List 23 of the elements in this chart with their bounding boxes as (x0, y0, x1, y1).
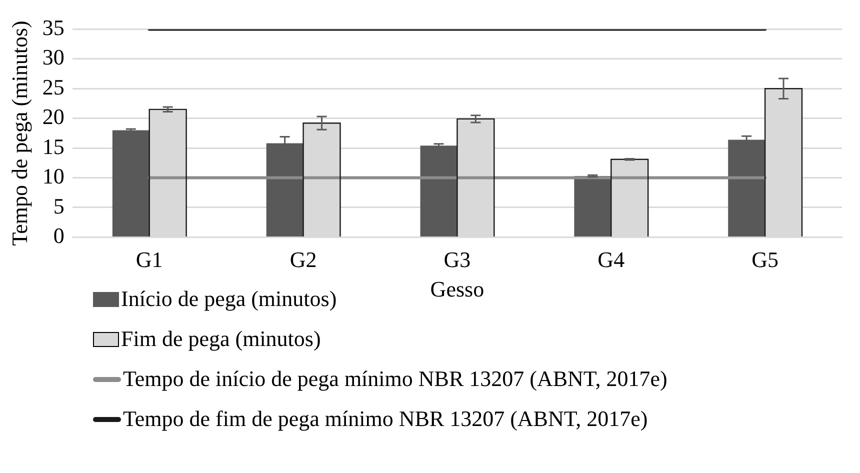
y-tick-label: 30 (42, 44, 64, 70)
legend-label: Tempo de fim de pega mínimo NBR 13207 (ABNT, 2017e) (123, 406, 648, 432)
x-tick-label: G2 (290, 247, 317, 272)
y-tick-label: 35 (42, 14, 64, 40)
y-tick-label: 15 (42, 134, 64, 159)
legend-label: Tempo de início de pega mínimo NBR 13207 (ABNT, 2017e) (123, 366, 668, 392)
y-tick-label: 20 (42, 104, 64, 130)
y-tick-label: 0 (53, 222, 64, 248)
y-tick-label: 10 (42, 164, 64, 189)
bar (112, 130, 150, 236)
x-tick-label: G5 (752, 247, 778, 272)
x-axis-title: Gesso (430, 276, 484, 302)
legend-label: Fim de pega (minutos) (121, 326, 321, 352)
legend-label: Início de pega (minutos) (121, 286, 337, 312)
bar (574, 176, 612, 236)
bar (420, 146, 458, 236)
x-tick-label: G1 (136, 247, 163, 272)
y-tick-label: 25 (42, 74, 64, 100)
y-tick-label: 5 (53, 193, 64, 218)
y-axis-title: Tempo de pega (minutos) (6, 20, 32, 246)
x-tick-label: G4 (598, 247, 625, 272)
x-tick-label: G3 (444, 247, 471, 272)
bar (728, 140, 766, 236)
